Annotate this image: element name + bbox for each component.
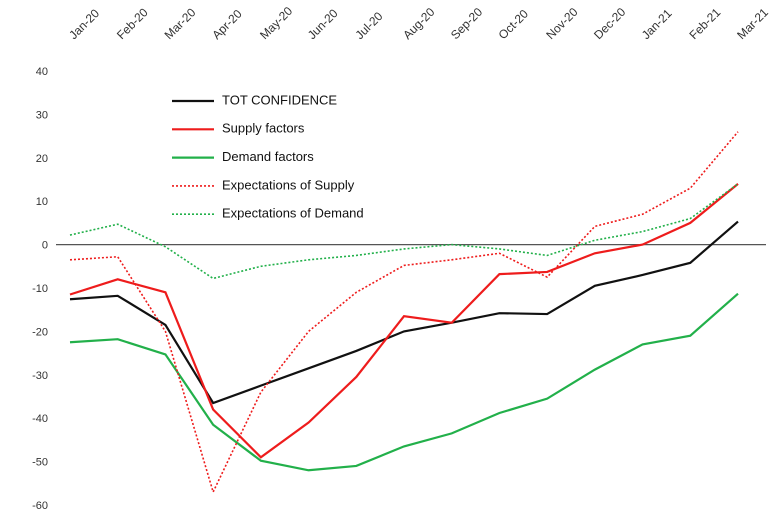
y-tick-label: -10 — [32, 283, 48, 295]
legend-label: Expectations of Supply — [222, 177, 355, 192]
y-tick-label: 40 — [36, 66, 48, 78]
series-line — [69, 220, 739, 405]
x-tick-label: Feb-20 — [114, 5, 151, 42]
x-tick-label: Jan-21 — [639, 6, 675, 42]
y-tick-label: 30 — [36, 109, 48, 121]
x-tick-label: Nov-20 — [543, 5, 580, 42]
y-tick-label: 20 — [36, 153, 48, 165]
series-line — [69, 131, 739, 495]
legend-label: TOT CONFIDENCE — [222, 92, 337, 107]
x-tick-label: Jan-20 — [66, 6, 102, 42]
x-tick-label: May-20 — [257, 4, 295, 42]
y-tick-label: -50 — [32, 457, 48, 469]
x-tick-label: Mar-21 — [734, 5, 771, 42]
x-tick-label: Mar-20 — [162, 5, 199, 42]
y-tick-label: 10 — [36, 196, 48, 208]
series-line — [69, 182, 739, 459]
series-line — [69, 292, 739, 472]
x-tick-label: Feb-21 — [687, 5, 724, 42]
y-tick-label: 0 — [42, 240, 48, 252]
x-tick-label: Aug-20 — [400, 5, 437, 42]
x-tick-label: Jun-20 — [305, 6, 341, 42]
legend-label: Expectations of Demand — [222, 206, 364, 221]
x-tick-label: Oct-20 — [496, 7, 532, 43]
x-tick-label: Apr-20 — [209, 7, 245, 43]
series-line — [69, 183, 739, 280]
legend-label: Supply factors — [222, 121, 305, 136]
y-tick-label: -30 — [32, 370, 48, 382]
x-tick-label: Jul-20 — [353, 9, 386, 42]
y-tick-label: -40 — [32, 413, 48, 425]
y-tick-label: -60 — [32, 500, 48, 512]
x-tick-label: Sep-20 — [448, 5, 485, 42]
legend-label: Demand factors — [222, 149, 314, 164]
x-tick-label: Dec-20 — [591, 5, 628, 42]
y-tick-label: -20 — [32, 326, 48, 338]
